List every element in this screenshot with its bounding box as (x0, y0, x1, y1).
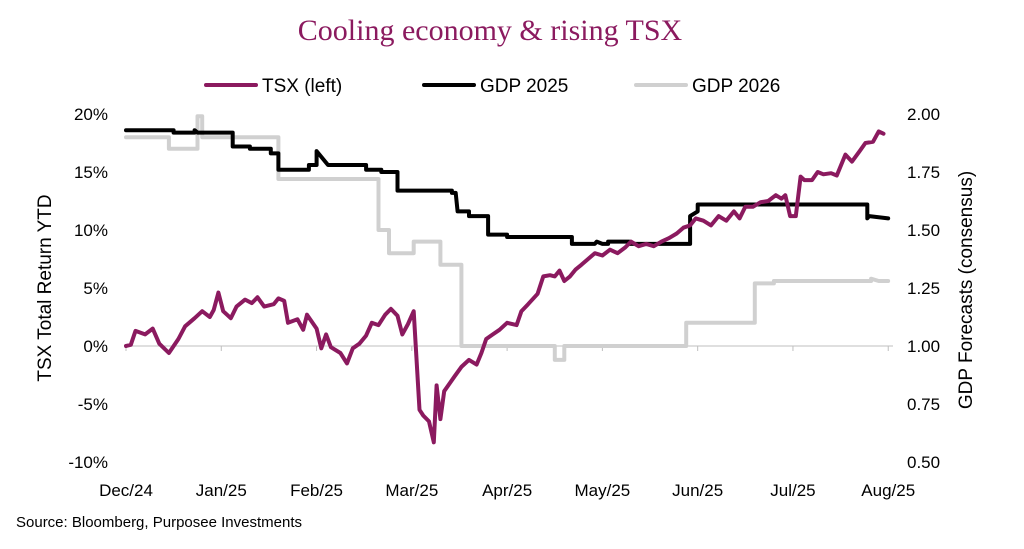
chart-canvas: TSX (left) GDP 2025 GDP 2026 -10% -5% 0% 5% 10… (35, 76, 977, 500)
y-right-tick-label: 2.00 (907, 105, 940, 124)
y-axis-left-title: TSX Total Return YTD (35, 194, 56, 381)
y-left-tick-label: 20% (74, 105, 108, 124)
legend: TSX (left) GDP 2025 GDP 2026 (204, 76, 780, 97)
y-right-tick-label: 1.25 (907, 279, 940, 298)
axes: -10% -5% 0% 5% 10% 15% 20% 0.50 0.75 1.00 1.25 1.50… (68, 105, 940, 500)
y-right-tick-label: 0.75 (907, 395, 940, 414)
y-left-tick-label: -10% (68, 453, 108, 472)
x-tick-label: May/25 (575, 481, 631, 500)
y-left-tick-label: 10% (74, 221, 108, 240)
y-left-tick-label: 0% (83, 337, 108, 356)
series-line-gdp-2026 (124, 114, 891, 362)
source-note: Source: Bloomberg, Purposee Investments (16, 514, 302, 531)
legend-item-gdp-2026-label: GDP 2026 (692, 76, 780, 97)
y-left-tick-label: 5% (83, 279, 108, 298)
legend-item-tsx-left-label: TSX (left) (262, 76, 342, 97)
x-tick-label: Jul/25 (770, 481, 815, 500)
y-right-tick-label: 0.50 (907, 453, 940, 472)
y-left-tick-label: -5% (78, 395, 108, 414)
series-line-gdp-2025 (124, 128, 891, 246)
legend-item-gdp-2025-label: GDP 2025 (480, 76, 568, 97)
x-tick-label: Jun/25 (672, 481, 723, 500)
x-tick-label: Apr/25 (482, 481, 532, 500)
x-tick-label: Feb/25 (290, 481, 343, 500)
y-right-tick-label: 1.00 (907, 337, 940, 356)
x-tick-label: Aug/25 (861, 481, 915, 500)
y-right-tick-label: 1.75 (907, 163, 940, 182)
x-tick-label: Jan/25 (196, 481, 247, 500)
series-line-tsx-left (124, 129, 886, 445)
series-layer (124, 114, 891, 445)
chart-title: Cooling economy & rising TSX (297, 14, 683, 47)
y-axis-right-title: GDP Forecasts (consensus) (956, 171, 977, 409)
y-left-tick-label: 15% (74, 163, 108, 182)
y-right-tick-label: 1.50 (907, 221, 940, 240)
x-tick-label: Dec/24 (99, 481, 153, 500)
x-tick-label: Mar/25 (385, 481, 438, 500)
